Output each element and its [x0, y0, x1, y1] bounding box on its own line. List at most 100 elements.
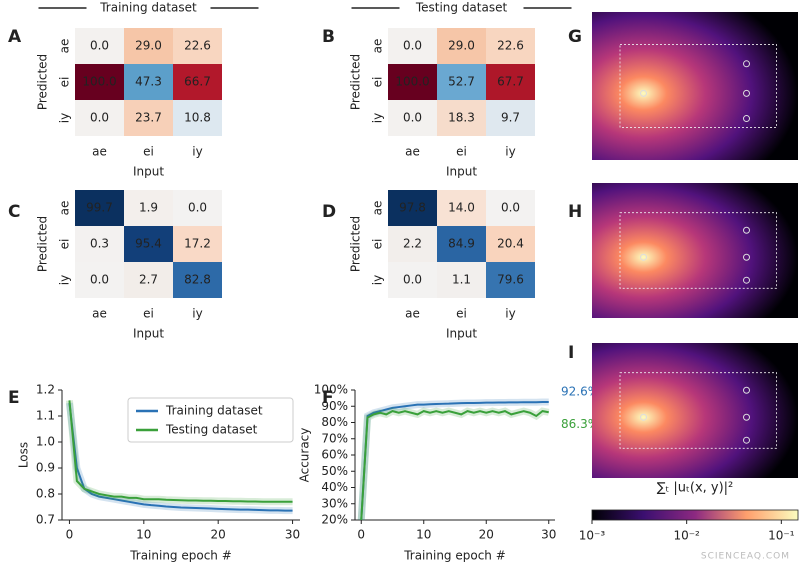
colorbar [591, 509, 799, 521]
cell-label: 22.6 [497, 39, 524, 53]
x-tick-label: ei [143, 145, 154, 159]
cell-label: 29.0 [135, 39, 162, 53]
y-axis-label: Predicted [36, 54, 50, 110]
y-tick-label: 80% [321, 415, 348, 429]
cell-label: 1.9 [139, 201, 158, 215]
y-axis-label: Predicted [349, 216, 363, 272]
y-tick-label: ae [58, 201, 72, 216]
y-axis-label: Predicted [36, 216, 50, 272]
y-tick-label: ae [58, 39, 72, 54]
cell [173, 100, 222, 136]
cell-label: 66.7 [184, 75, 211, 89]
y-tick-label: 30% [321, 496, 348, 510]
cell [124, 226, 173, 262]
panel-letter: I [568, 343, 574, 363]
y-tick-label: 70% [321, 431, 348, 445]
cell [173, 190, 222, 226]
cell-label: 22.6 [184, 39, 211, 53]
y-tick-label: 0.7 [36, 513, 55, 527]
colorbar-tick-label: 10⁻³ [579, 529, 606, 543]
cell [437, 190, 486, 226]
probe [743, 386, 750, 394]
cell-label: 1.1 [452, 273, 471, 287]
cell-label: 18.3 [448, 111, 475, 125]
y-tick-label: 100% [314, 383, 348, 397]
y-tick-label: 1.1 [36, 409, 55, 423]
cell [124, 28, 173, 64]
cell [388, 226, 437, 262]
y-tick-label: 0.9 [36, 461, 55, 475]
cell-label: 14.0 [448, 201, 475, 215]
x-tick-label: 20 [211, 528, 226, 542]
x-tick-label: iy [192, 145, 202, 159]
cell [124, 190, 173, 226]
field-image [592, 12, 798, 160]
y-tick-label: 60% [321, 448, 348, 462]
x-tick-label: 20 [479, 528, 494, 542]
panel-letter: A [8, 27, 22, 47]
x-axis-label: Input [133, 165, 164, 179]
cell-label: 0.0 [188, 201, 207, 215]
cell-label: 20.4 [497, 237, 524, 251]
cell [173, 262, 222, 298]
cell [124, 64, 173, 100]
probe [743, 253, 750, 261]
cell-label: 0.0 [501, 201, 520, 215]
x-tick-label: ae [92, 307, 107, 321]
cell [388, 190, 437, 226]
cell-label: 67.7 [497, 75, 524, 89]
legend-label: Training dataset [165, 404, 263, 418]
x-tick-label: iy [192, 307, 202, 321]
cell-label: 52.7 [448, 75, 475, 89]
cell [388, 100, 437, 136]
series-band [357, 407, 550, 521]
cell-label: 9.7 [501, 111, 520, 125]
x-tick-label: ae [405, 145, 420, 159]
y-tick-label: 90% [321, 399, 348, 413]
y-tick-label: 0.8 [36, 487, 55, 501]
y-tick-label: 1.2 [36, 383, 55, 397]
x-tick-label: 10 [136, 528, 151, 542]
field-image [592, 343, 798, 478]
panel-letter: F [322, 388, 334, 408]
probe [640, 89, 647, 97]
cell-label: 10.8 [184, 111, 211, 125]
series-line [68, 400, 293, 503]
y-tick-label: 1.0 [36, 435, 55, 449]
y-tick-label: ei [371, 77, 385, 88]
probe [640, 253, 647, 261]
probe [743, 413, 750, 421]
colorbar-tick-label: 10⁻² [673, 529, 700, 543]
series-band [357, 398, 549, 521]
cell-label: 0.0 [403, 111, 422, 125]
end-label: 86.3% [561, 417, 599, 431]
panel-letter: G [568, 27, 582, 47]
cell-label: 100.0 [395, 75, 429, 89]
cell [173, 28, 222, 64]
series-line [360, 401, 549, 521]
x-tick-label: iy [505, 307, 515, 321]
y-tick-label: ei [58, 239, 72, 250]
y-axis-label: Loss [17, 442, 31, 468]
panel-letter: E [8, 388, 20, 408]
design-region [619, 44, 777, 128]
y-axis-label: Predicted [349, 54, 363, 110]
cell [75, 262, 124, 298]
y-axis-label: Accuracy [298, 428, 312, 483]
x-axis-label: Input [133, 327, 164, 341]
cell [173, 64, 222, 100]
cell [486, 190, 535, 226]
x-axis-label: Input [446, 327, 477, 341]
probe [640, 413, 647, 421]
colorbar-tick-label: 10⁻¹ [768, 529, 795, 543]
y-tick-label: iy [58, 275, 72, 285]
cell [437, 226, 486, 262]
cell [486, 28, 535, 64]
series-line [360, 410, 549, 521]
cell [486, 262, 535, 298]
x-tick-label: 30 [285, 528, 300, 542]
x-tick-label: iy [505, 145, 515, 159]
y-tick-label: ae [371, 201, 385, 216]
cell [388, 64, 437, 100]
